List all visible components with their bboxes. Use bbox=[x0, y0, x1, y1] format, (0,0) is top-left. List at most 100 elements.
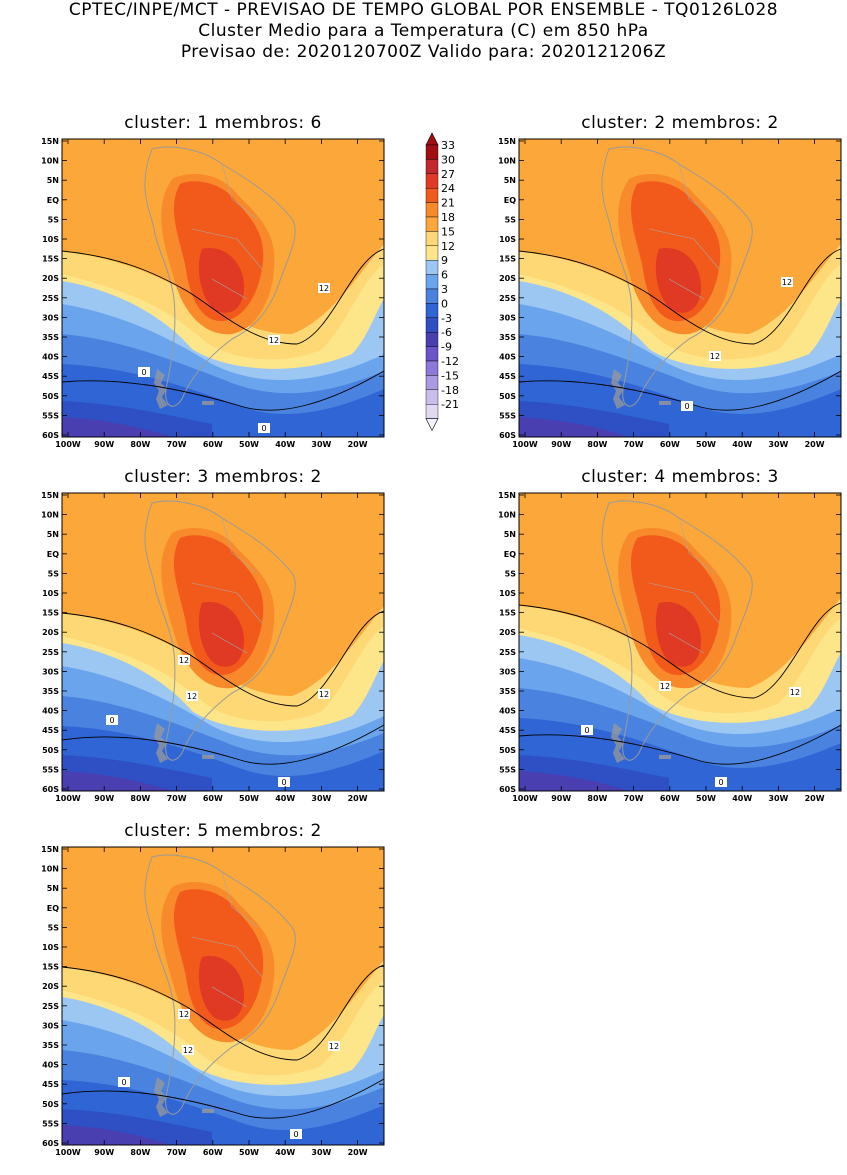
lat-tick-label: EQ bbox=[47, 550, 59, 559]
svg-text:0: 0 bbox=[141, 368, 146, 377]
lat-tick-label: 15S bbox=[42, 963, 59, 972]
svg-text:12: 12 bbox=[790, 688, 800, 697]
svg-text:12: 12 bbox=[269, 336, 279, 345]
colorbar-label: -15 bbox=[441, 369, 459, 382]
lon-tick-label: 40W bbox=[732, 440, 752, 449]
svg-text:12: 12 bbox=[179, 656, 189, 665]
lat-tick-label: 10S bbox=[42, 589, 59, 598]
lat-tick-label: 20S bbox=[42, 982, 59, 991]
header-line-3: Previsao de: 2020120700Z Valido para: 20… bbox=[180, 42, 667, 62]
lon-tick-label: 70W bbox=[167, 794, 187, 803]
svg-text:0: 0 bbox=[584, 726, 589, 735]
lat-tick-label: 5S bbox=[48, 569, 60, 578]
lat-tick-label: 45S bbox=[42, 372, 59, 381]
svg-text:12: 12 bbox=[329, 1042, 339, 1051]
lon-tick-label: 80W bbox=[130, 794, 150, 803]
svg-text:0: 0 bbox=[684, 402, 689, 411]
colorbar-label: -6 bbox=[441, 326, 452, 339]
colorbar-label: 18 bbox=[441, 211, 455, 224]
forecast-map-4: 12 12 0 0 15N 10N 5N EQ 5S 10S 15S 20S 25S 30S 35S 40S 4… bbox=[498, 491, 842, 803]
colorbar-label: 9 bbox=[441, 254, 448, 267]
lat-tick-label: 10N bbox=[498, 157, 516, 166]
lon-tick-label: 80W bbox=[587, 440, 607, 449]
lat-tick-label: 50S bbox=[499, 392, 516, 401]
lat-tick-label: 5S bbox=[48, 923, 60, 932]
lon-tick-label: 50W bbox=[696, 440, 716, 449]
svg-text:0: 0 bbox=[109, 716, 114, 725]
colorbar-swatch bbox=[425, 216, 439, 232]
lat-tick-label: 10N bbox=[41, 865, 59, 874]
forecast-map-1: 12 12 0 0 15N 10N 5N EQ 5S 10S 15S 20S 25S 30S 35S 40S 4… bbox=[41, 137, 385, 449]
lat-tick-label: 40S bbox=[42, 1061, 59, 1070]
svg-text:0: 0 bbox=[281, 778, 286, 787]
panel-title-4: cluster: 4 membros: 3 bbox=[581, 467, 779, 487]
lat-tick-label: 5S bbox=[505, 569, 517, 578]
colorbar-swatch bbox=[425, 144, 439, 160]
contour-label: 0 bbox=[278, 777, 290, 787]
lon-tick-label: 100W bbox=[55, 440, 81, 449]
lat-tick-label: EQ bbox=[47, 196, 59, 205]
lat-tick-label: 60S bbox=[42, 785, 59, 794]
lat-tick-label: 55S bbox=[42, 1119, 59, 1128]
lat-tick-label: 35S bbox=[42, 333, 59, 342]
lon-tick-label: 40W bbox=[275, 794, 295, 803]
lon-tick-label: 100W bbox=[512, 440, 538, 449]
lat-tick-label: 15N bbox=[41, 137, 59, 146]
lon-tick-label: 80W bbox=[587, 794, 607, 803]
lat-tick-label: 10S bbox=[499, 235, 516, 244]
lat-tick-label: 25S bbox=[42, 1002, 59, 1011]
lat-tick-label: 15N bbox=[498, 137, 516, 146]
lat-tick-label: 35S bbox=[499, 687, 516, 696]
lat-tick-label: 45S bbox=[42, 1080, 59, 1089]
lon-tick-label: 100W bbox=[55, 794, 81, 803]
lat-tick-label: 60S bbox=[499, 785, 516, 794]
colorbar-swatch bbox=[425, 360, 439, 376]
colorbar-swatch bbox=[425, 331, 439, 347]
contour-label: 0 bbox=[258, 423, 270, 433]
lon-tick-label: 50W bbox=[239, 794, 259, 803]
lon-tick-label: 20W bbox=[348, 440, 368, 449]
lat-tick-label: 30S bbox=[499, 313, 516, 322]
lon-tick-label: 100W bbox=[55, 1148, 81, 1157]
lon-tick-label: 100W bbox=[512, 794, 538, 803]
lat-tick-label: 10N bbox=[41, 157, 59, 166]
forecast-map-3: 12 12 12 0 0 15N 10N 5N EQ 5S 10S 15S 20S 25S 30S 35S 40… bbox=[41, 491, 385, 803]
lat-tick-label: 50S bbox=[42, 1100, 59, 1109]
svg-text:12: 12 bbox=[710, 352, 720, 361]
lon-tick-label: 50W bbox=[239, 1148, 259, 1157]
contour-label: 0 bbox=[715, 777, 727, 787]
lon-tick-label: 20W bbox=[805, 794, 825, 803]
colorbar-label: -18 bbox=[441, 384, 459, 397]
colorbar-label: 30 bbox=[441, 153, 455, 166]
lon-tick-label: 90W bbox=[94, 1148, 114, 1157]
colorbar-swatch bbox=[425, 404, 439, 419]
colorbar-swatch bbox=[425, 389, 439, 405]
lat-tick-label: 5N bbox=[504, 176, 516, 185]
lat-tick-label: 25S bbox=[42, 294, 59, 303]
lon-tick-label: 90W bbox=[551, 440, 571, 449]
lat-tick-label: 50S bbox=[42, 392, 59, 401]
lat-tick-label: 5N bbox=[47, 884, 59, 893]
lat-tick-label: 35S bbox=[499, 333, 516, 342]
contour-label: 0 bbox=[118, 1077, 130, 1087]
lon-tick-label: 70W bbox=[624, 794, 644, 803]
forecast-map-2: 12 12 0 15N 10N 5N EQ 5S 10S 15S 20S 25S 30S 35S 40S 45… bbox=[498, 137, 842, 449]
svg-text:0: 0 bbox=[718, 778, 723, 787]
lat-tick-label: 20S bbox=[499, 274, 516, 283]
colorbar-swatch bbox=[425, 274, 439, 290]
colorbar-label: 0 bbox=[441, 297, 448, 310]
svg-text:12: 12 bbox=[179, 1010, 189, 1019]
contour-label: 12 bbox=[178, 655, 190, 665]
svg-text:0: 0 bbox=[293, 1130, 298, 1139]
contour-label: 0 bbox=[106, 715, 118, 725]
colorbar-label: -9 bbox=[441, 341, 452, 354]
lat-tick-label: 5S bbox=[48, 215, 60, 224]
svg-text:0: 0 bbox=[261, 424, 266, 433]
lon-tick-label: 70W bbox=[167, 1148, 187, 1157]
colorbar-label: 24 bbox=[441, 182, 455, 195]
lon-tick-label: 40W bbox=[275, 440, 295, 449]
lat-tick-label: 30S bbox=[42, 667, 59, 676]
contour-label: 12 bbox=[789, 687, 801, 697]
lat-tick-label: 60S bbox=[499, 431, 516, 440]
